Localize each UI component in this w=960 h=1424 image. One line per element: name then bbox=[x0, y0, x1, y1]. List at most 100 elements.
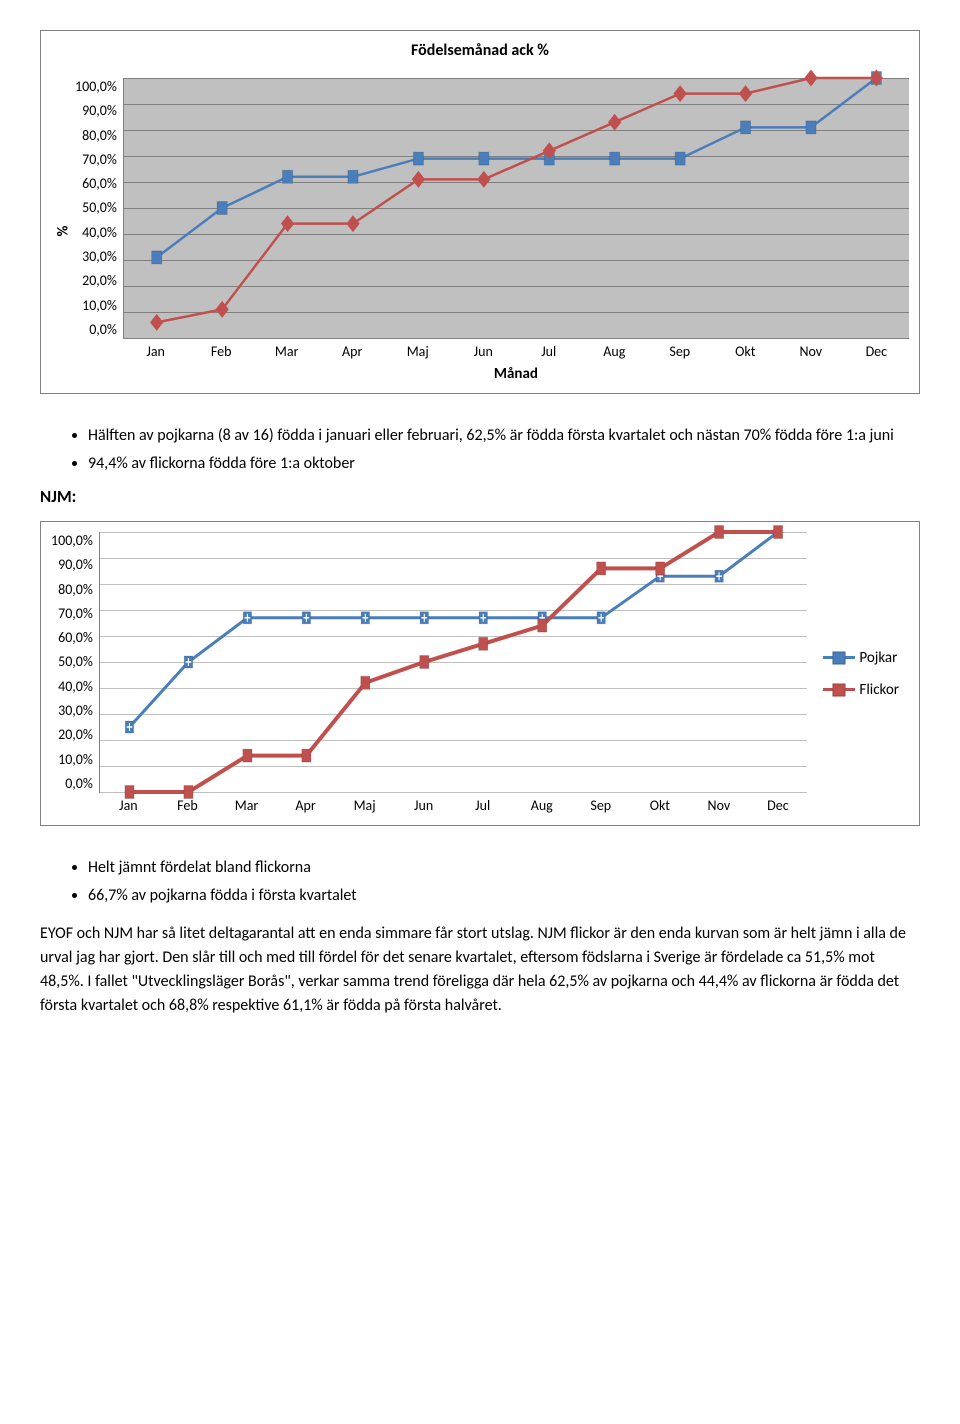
chart-1-x-ticks: JanFebMarAprMajJunJulAugSepOktNovDec bbox=[123, 339, 909, 361]
marker-diamond bbox=[346, 215, 359, 232]
chart-1-y-label: % bbox=[51, 78, 75, 383]
chart-1-y-ticks: 100,0% 90,0% 80,0% 70,0% 60,0% 50,0% 40,0% 30,0… bbox=[75, 78, 123, 338]
marker-diamond bbox=[412, 171, 425, 188]
y-tick: 40,0% bbox=[75, 224, 117, 241]
marker-square bbox=[537, 619, 546, 632]
series-line-flickor bbox=[157, 78, 877, 322]
chart-2-y-ticks: 100,0% 90,0% 80,0% 70,0% 60,0% 50,0% 40,0% 30,0… bbox=[51, 532, 99, 792]
chart-1-title: Födelsemånad ack % bbox=[51, 41, 909, 60]
marker-square bbox=[806, 121, 816, 134]
y-tick: 20,0% bbox=[75, 272, 117, 289]
x-tick: Mar bbox=[254, 339, 320, 361]
marker-square bbox=[479, 152, 489, 165]
gridline bbox=[100, 792, 808, 793]
x-tick: Jul bbox=[516, 339, 582, 361]
x-tick: Sep bbox=[647, 339, 713, 361]
marker-square bbox=[420, 656, 429, 669]
y-tick: 10,0% bbox=[51, 751, 93, 768]
bullet-item: Helt jämnt fördelat bland flickorna bbox=[88, 856, 920, 880]
marker-square bbox=[655, 562, 664, 575]
chart-1-plot-wrap: JanFebMarAprMajJunJulAugSepOktNovDec Mån… bbox=[123, 78, 909, 383]
marker-square bbox=[282, 170, 292, 183]
y-tick: 70,0% bbox=[51, 605, 93, 622]
y-tick: 0,0% bbox=[75, 321, 117, 338]
marker-square bbox=[773, 526, 782, 539]
y-tick: 100,0% bbox=[75, 78, 117, 95]
x-tick: Okt bbox=[713, 339, 779, 361]
marker-square bbox=[348, 170, 358, 183]
series-line-pojkar bbox=[129, 532, 778, 727]
y-tick: 20,0% bbox=[51, 726, 93, 743]
marker-square bbox=[609, 152, 619, 165]
x-tick: Apr bbox=[319, 339, 385, 361]
bullet-item: 94,4% av flickorna födda före 1:a oktobe… bbox=[88, 452, 920, 476]
marker-square bbox=[361, 676, 370, 689]
x-tick: Dec bbox=[748, 793, 807, 815]
marker-diamond bbox=[608, 114, 621, 131]
chart-2-plot-wrap: JanFebMarAprMajJunJulAugSepOktNovDec bbox=[99, 532, 808, 815]
section-label-njm: NJM: bbox=[40, 486, 920, 507]
x-tick: Jan bbox=[123, 339, 189, 361]
y-tick: 50,0% bbox=[51, 653, 93, 670]
y-tick: 60,0% bbox=[75, 175, 117, 192]
chart-1-plot bbox=[123, 78, 909, 339]
y-tick: 30,0% bbox=[75, 248, 117, 265]
marker-square bbox=[184, 786, 193, 799]
y-tick: 70,0% bbox=[75, 151, 117, 168]
y-tick: 90,0% bbox=[51, 556, 93, 573]
x-tick: Feb bbox=[188, 339, 254, 361]
x-tick: Dec bbox=[844, 339, 910, 361]
x-tick: Okt bbox=[630, 793, 689, 815]
marker-square bbox=[675, 152, 685, 165]
chart-series-svg bbox=[124, 78, 909, 338]
x-tick: Apr bbox=[276, 793, 335, 815]
marker-square bbox=[714, 526, 723, 539]
y-tick: 90,0% bbox=[75, 102, 117, 119]
x-tick: Nov bbox=[778, 339, 844, 361]
chart-1: Födelsemånad ack % % 100,0% 90,0% 80,0% 70,… bbox=[40, 30, 920, 394]
chart-2-legend: Pojkar Flickor bbox=[807, 532, 909, 815]
y-tick: 0,0% bbox=[51, 775, 93, 792]
legend-label: Pojkar bbox=[859, 649, 897, 667]
x-tick: Jun bbox=[394, 793, 453, 815]
y-tick: 40,0% bbox=[51, 678, 93, 695]
bullets-2: Helt jämnt fördelat bland flickorna 66,7%… bbox=[88, 856, 920, 908]
y-tick: 100,0% bbox=[51, 532, 93, 549]
x-tick: Maj bbox=[335, 793, 394, 815]
chart-1-body: % 100,0% 90,0% 80,0% 70,0% 60,0% 50,0% 40,0% 30… bbox=[51, 78, 909, 383]
x-tick: Maj bbox=[385, 339, 451, 361]
legend-label: Flickor bbox=[859, 681, 899, 699]
marker-diamond bbox=[673, 85, 686, 102]
legend-item-pojkar: Pojkar bbox=[823, 649, 899, 667]
marker-diamond bbox=[477, 171, 490, 188]
gridline bbox=[124, 338, 909, 339]
y-tick: 80,0% bbox=[51, 581, 93, 598]
bullet-item: 66,7% av pojkarna födda i första kvartal… bbox=[88, 884, 920, 908]
marker-square bbox=[302, 749, 311, 762]
x-tick: Sep bbox=[571, 793, 630, 815]
x-tick: Jun bbox=[450, 339, 516, 361]
x-tick: Nov bbox=[689, 793, 748, 815]
legend-item-flickor: Flickor bbox=[823, 681, 899, 699]
body-paragraph: EYOF och NJM har så litet deltagarantal … bbox=[40, 922, 920, 1018]
marker-diamond bbox=[739, 85, 752, 102]
marker-square bbox=[125, 786, 134, 799]
chart-2-plot bbox=[99, 532, 808, 793]
marker-square bbox=[243, 749, 252, 762]
marker-square bbox=[479, 637, 488, 650]
y-tick: 60,0% bbox=[51, 629, 93, 646]
bullet-item: Hälften av pojkarna (8 av 16) födda i ja… bbox=[88, 424, 920, 448]
y-tick: 80,0% bbox=[75, 127, 117, 144]
marker-diamond bbox=[150, 314, 163, 331]
marker-square bbox=[152, 251, 162, 264]
y-tick: 10,0% bbox=[75, 297, 117, 314]
marker-square bbox=[740, 121, 750, 134]
marker-square bbox=[217, 202, 227, 215]
x-tick: Mar bbox=[217, 793, 276, 815]
marker-diamond bbox=[804, 70, 817, 87]
y-tick: 30,0% bbox=[51, 702, 93, 719]
y-tick: 50,0% bbox=[75, 199, 117, 216]
chart-2-body: 100,0% 90,0% 80,0% 70,0% 60,0% 50,0% 40,0% 30,0… bbox=[51, 532, 909, 815]
chart-series-svg bbox=[100, 532, 808, 792]
bullets-1: Hälften av pojkarna (8 av 16) födda i ja… bbox=[88, 424, 920, 476]
